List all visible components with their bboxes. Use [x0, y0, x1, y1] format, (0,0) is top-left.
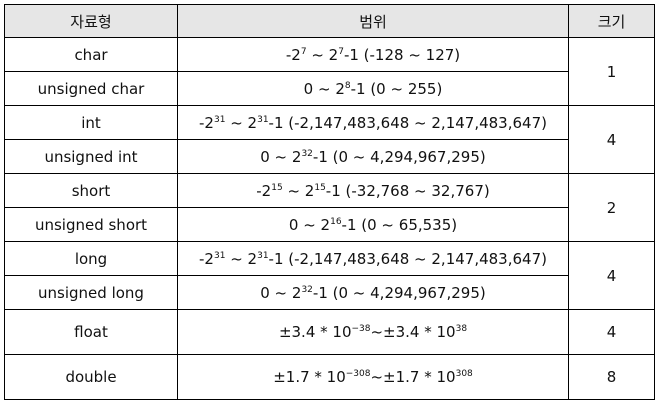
- type-cell: unsigned short: [4, 207, 178, 242]
- size-cell: 1: [568, 37, 655, 106]
- type-cell: int: [4, 105, 178, 140]
- type-cell: unsigned int: [4, 139, 178, 174]
- range-cell: 0 ~ 28-1 (0 ~ 255): [177, 71, 569, 106]
- range-cell: ±3.4 * 10−38~±3.4 * 1038: [177, 309, 569, 355]
- size-cell: 4: [568, 241, 655, 310]
- type-cell: char: [4, 37, 178, 72]
- type-cell: long: [4, 241, 178, 276]
- header-range: 범위: [177, 4, 569, 38]
- table-row: short -215 ~ 215-1 (-32,768 ~ 32,767) 2: [4, 173, 655, 242]
- table-row: char -27 ~ 27-1 (-128 ~ 127) 1: [4, 37, 655, 106]
- range-cell: 0 ~ 216-1 (0 ~ 65,535): [177, 207, 569, 242]
- range-cell: -27 ~ 27-1 (-128 ~ 127): [177, 37, 569, 72]
- size-cell: 2: [568, 173, 655, 242]
- type-cell: short: [4, 173, 178, 208]
- header-size: 크기: [568, 4, 655, 38]
- type-cell: double: [4, 354, 178, 400]
- table-row: long -231 ~ 231-1 (-2,147,483,648 ~ 2,14…: [4, 241, 655, 310]
- table-row: unsigned long 0 ~ 232-1 (0 ~ 4,294,967,2…: [4, 275, 655, 310]
- range-cell: ±1.7 * 10−308~±1.7 * 10308: [177, 354, 569, 400]
- table-row: double ±1.7 * 10−308~±1.7 * 10308 8: [4, 354, 655, 400]
- size-cell: 8: [568, 354, 655, 400]
- type-cell: unsigned long: [4, 275, 178, 310]
- range-cell: 0 ~ 232-1 (0 ~ 4,294,967,295): [177, 275, 569, 310]
- type-cell: unsigned char: [4, 71, 178, 106]
- range-cell: -231 ~ 231-1 (-2,147,483,648 ~ 2,147,483…: [177, 105, 569, 140]
- table-row: unsigned int 0 ~ 232-1 (0 ~ 4,294,967,29…: [4, 139, 655, 174]
- header-row: 자료형 범위 크기: [4, 4, 655, 38]
- header-type: 자료형: [4, 4, 178, 38]
- table-row: unsigned char 0 ~ 28-1 (0 ~ 255): [4, 71, 655, 106]
- type-cell: float: [4, 309, 178, 355]
- table-row: int -231 ~ 231-1 (-2,147,483,648 ~ 2,147…: [4, 105, 655, 174]
- range-cell: -231 ~ 231-1 (-2,147,483,648 ~ 2,147,483…: [177, 241, 569, 276]
- range-cell: -215 ~ 215-1 (-32,768 ~ 32,767): [177, 173, 569, 208]
- range-cell: 0 ~ 232-1 (0 ~ 4,294,967,295): [177, 139, 569, 174]
- size-cell: 4: [568, 309, 655, 355]
- size-cell: 4: [568, 105, 655, 174]
- table-row: unsigned short 0 ~ 216-1 (0 ~ 65,535): [4, 207, 655, 242]
- table-row: float ±3.4 * 10−38~±3.4 * 1038 4: [4, 309, 655, 355]
- data-type-table: 자료형 범위 크기 char -27 ~ 27-1 (-128 ~ 127) 1…: [4, 4, 655, 400]
